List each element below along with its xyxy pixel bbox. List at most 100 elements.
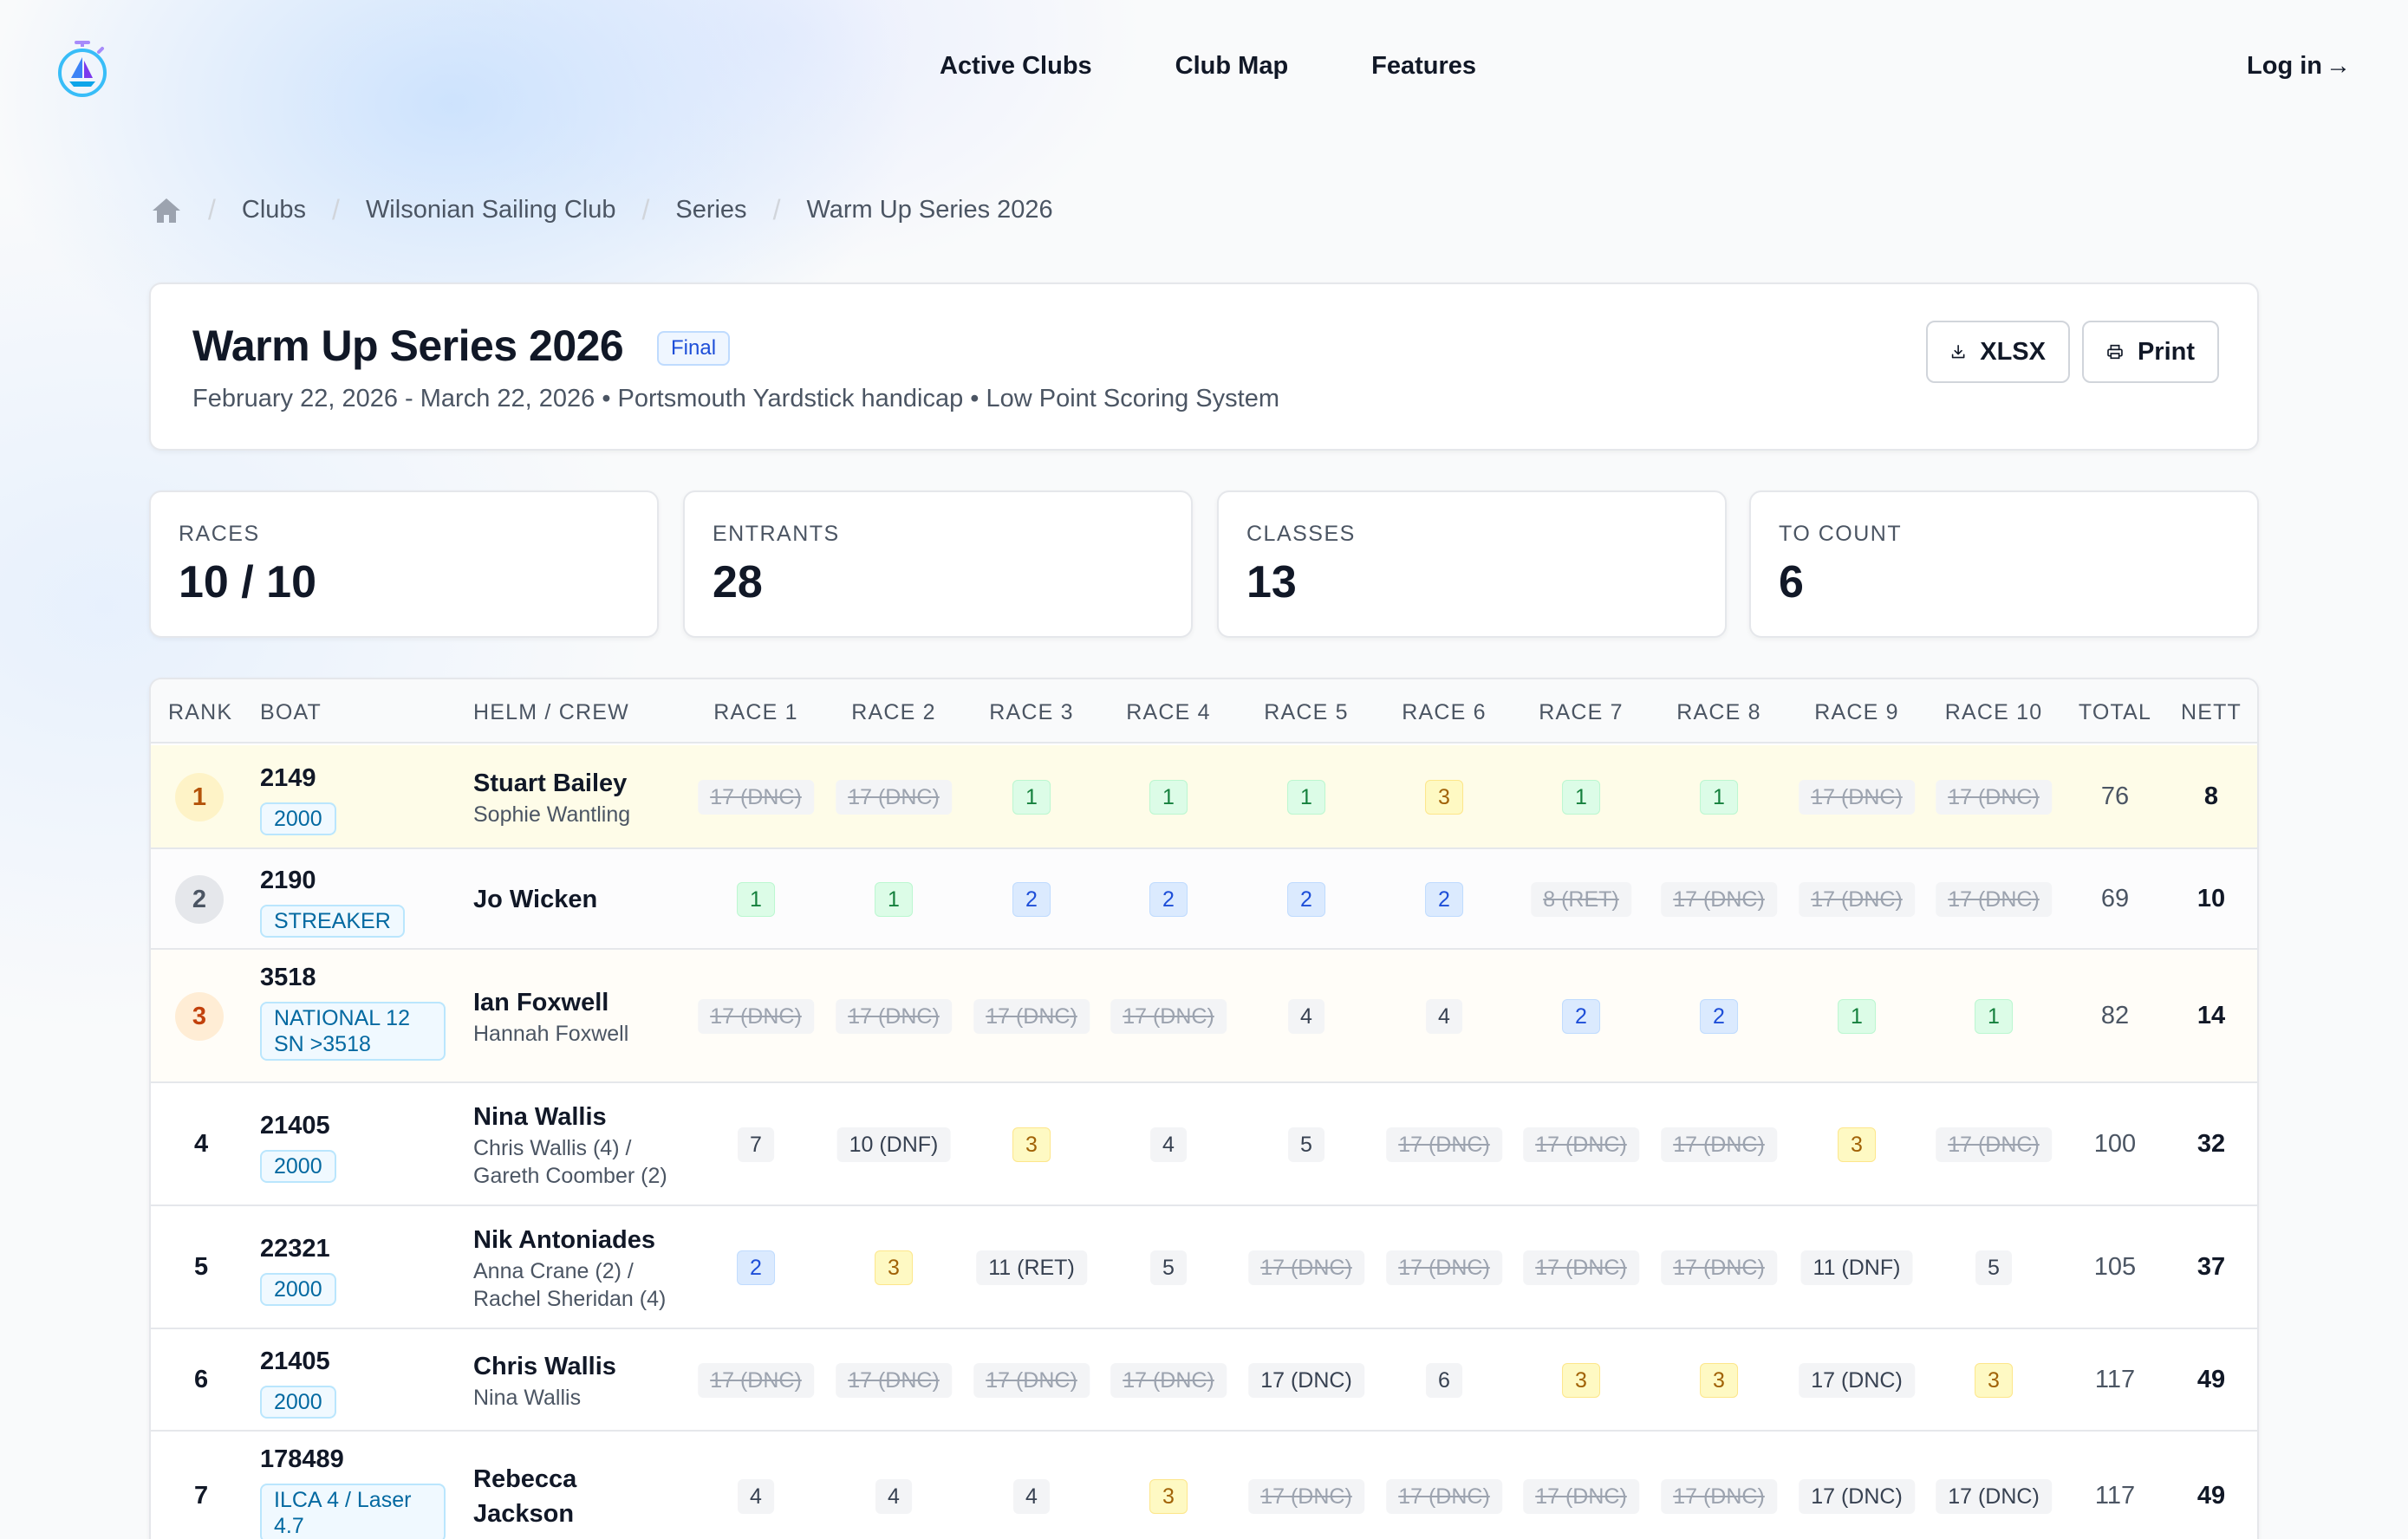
race-score: 17 (DNC) bbox=[1248, 1250, 1364, 1285]
stat-races: RACES 10 / 10 bbox=[149, 490, 659, 638]
nett-score: 14 bbox=[2196, 1002, 2226, 1029]
race-score: 4 bbox=[1288, 999, 1324, 1034]
column-header: RACE 2 bbox=[851, 700, 936, 724]
class-badge: NATIONAL 12 SN >3518 bbox=[260, 1002, 446, 1061]
breadcrumb: / Clubs / Wilsonian Sailing Club / Serie… bbox=[151, 194, 1053, 226]
breadcrumb-clubs[interactable]: Clubs bbox=[241, 196, 307, 224]
race-score: 7 bbox=[738, 1127, 774, 1162]
rank-value: 7 bbox=[194, 1482, 209, 1510]
total-score: 100 bbox=[2093, 1130, 2137, 1158]
login-link[interactable]: Log in → bbox=[2247, 52, 2351, 81]
race-score: 2 bbox=[1700, 999, 1738, 1034]
nett-score: 37 bbox=[2196, 1253, 2226, 1281]
boat-number: 178489 bbox=[260, 1445, 344, 1473]
stat-label: ENTRANTS bbox=[713, 522, 840, 546]
total-score: 76 bbox=[2100, 782, 2130, 810]
total-score: 117 bbox=[2094, 1366, 2136, 1393]
stat-value: 13 bbox=[1246, 557, 1297, 607]
race-score: 17 (DNC) bbox=[973, 999, 1090, 1034]
breadcrumb-separator: / bbox=[332, 194, 340, 225]
boat-number: 3518 bbox=[260, 964, 316, 991]
race-score: 17 (DNC) bbox=[698, 1363, 814, 1398]
rank-value: 6 bbox=[194, 1366, 209, 1393]
download-xlsx-button[interactable]: XLSX bbox=[1926, 321, 2070, 383]
total-score: 69 bbox=[2100, 885, 2130, 912]
total-score: 82 bbox=[2100, 1002, 2130, 1029]
nav-features[interactable]: Features bbox=[1371, 52, 1477, 80]
race-score: 17 (DNC) bbox=[1386, 1479, 1502, 1514]
nett-score: 10 bbox=[2196, 885, 2226, 912]
top-nav: Active Clubs Club Map Features Log in → bbox=[0, 0, 2408, 139]
helm-name[interactable]: Stuart Bailey bbox=[473, 770, 628, 797]
breadcrumb-club[interactable]: Wilsonian Sailing Club bbox=[365, 196, 616, 224]
helm-name[interactable]: Nina Wallis bbox=[473, 1103, 607, 1131]
crew-names: Chris Wallis (4) / Gareth Coomber (2) bbox=[473, 1136, 667, 1188]
crew-names: Sophie Wantling bbox=[473, 802, 631, 827]
race-score: 3 bbox=[1425, 780, 1463, 815]
crew-names: Nina Wallis bbox=[473, 1386, 582, 1410]
race-score: 1 bbox=[1975, 999, 2013, 1034]
column-header: RACE 1 bbox=[713, 700, 798, 724]
print-button[interactable]: Print bbox=[2082, 321, 2219, 383]
race-score: 17 (DNC) bbox=[1799, 882, 1915, 917]
column-header: NETT bbox=[2180, 700, 2242, 724]
column-header: RACE 9 bbox=[1814, 700, 1899, 724]
race-score: 3 bbox=[1975, 1363, 2013, 1398]
race-score: 17 (DNC) bbox=[1799, 780, 1915, 815]
helm-name[interactable]: Rebecca Jackson bbox=[473, 1465, 577, 1528]
stat-label: CLASSES bbox=[1246, 522, 1356, 546]
nav-club-map[interactable]: Club Map bbox=[1175, 52, 1289, 80]
nett-score: 32 bbox=[2196, 1130, 2226, 1158]
race-score: 2 bbox=[1149, 882, 1188, 917]
race-score: 17 (DNC) bbox=[1110, 1363, 1227, 1398]
race-score: 17 (DNC) bbox=[1386, 1127, 1502, 1162]
race-score: 1 bbox=[1700, 780, 1738, 815]
table-header: RANK BOAT HELM / CREW RACE 1 RACE 2 RACE 3 RAC… bbox=[151, 679, 2257, 744]
race-score: 11 (DNF) bbox=[1800, 1250, 1913, 1285]
boat-number: 22321 bbox=[260, 1235, 330, 1263]
race-score: 17 (DNC) bbox=[1936, 882, 2052, 917]
column-header: RACE 7 bbox=[1539, 700, 1624, 724]
total-score: 105 bbox=[2093, 1253, 2137, 1281]
boat-number: 2149 bbox=[260, 764, 316, 792]
race-score: 17 (DNC) bbox=[1248, 1363, 1364, 1398]
race-score: 1 bbox=[737, 882, 775, 917]
race-score: 17 (DNC) bbox=[1936, 1479, 2052, 1514]
sailboat-logo-icon[interactable] bbox=[54, 40, 111, 99]
results-table: RANK BOAT HELM / CREW RACE 1 RACE 2 RACE 3 RAC… bbox=[149, 678, 2259, 1539]
race-score: 1 bbox=[1149, 780, 1188, 815]
home-icon[interactable] bbox=[151, 196, 182, 225]
page-title: Warm Up Series 2026 bbox=[192, 321, 624, 370]
arrow-right-icon: → bbox=[2326, 52, 2351, 80]
stat-classes: CLASSES 13 bbox=[1217, 490, 1727, 638]
race-score: 17 (DNC) bbox=[698, 999, 814, 1034]
column-header: RACE 3 bbox=[989, 700, 1074, 724]
helm-name[interactable]: Chris Wallis bbox=[473, 1353, 616, 1380]
race-score: 17 (DNC) bbox=[1523, 1479, 1639, 1514]
race-score: 17 (DNC) bbox=[1936, 780, 2052, 815]
helm-name[interactable]: Jo Wicken bbox=[473, 886, 598, 913]
table-row[interactable] bbox=[151, 1083, 2257, 1206]
race-score: 17 (DNC) bbox=[1799, 1363, 1915, 1398]
boat-number: 21405 bbox=[260, 1347, 330, 1375]
nav-active-clubs[interactable]: Active Clubs bbox=[940, 52, 1092, 80]
race-score: 17 (DNC) bbox=[836, 999, 952, 1034]
breadcrumb-separator: / bbox=[772, 194, 781, 225]
column-header: RACE 10 bbox=[1944, 700, 2043, 724]
nav-links: Active Clubs Club Map Features bbox=[940, 52, 1476, 81]
race-score: 17 (DNC) bbox=[1248, 1479, 1364, 1514]
helm-name[interactable]: Ian Foxwell bbox=[473, 989, 609, 1016]
helm-name[interactable]: Nik Antoniades bbox=[473, 1226, 656, 1254]
race-score: 4 bbox=[1150, 1127, 1187, 1162]
nett-score: 8 bbox=[2203, 782, 2219, 810]
crew-names: Hannah Foxwell bbox=[473, 1022, 629, 1046]
boat-number: 2190 bbox=[260, 867, 316, 894]
race-score: 1 bbox=[1838, 999, 1876, 1034]
download-icon bbox=[1951, 345, 1965, 359]
status-badge: Final bbox=[657, 331, 731, 366]
race-score: 17 (DNC) bbox=[1936, 1127, 2052, 1162]
table-row[interactable] bbox=[151, 1206, 2257, 1329]
breadcrumb-series[interactable]: Series bbox=[675, 196, 747, 224]
column-header: RANK bbox=[168, 700, 233, 724]
